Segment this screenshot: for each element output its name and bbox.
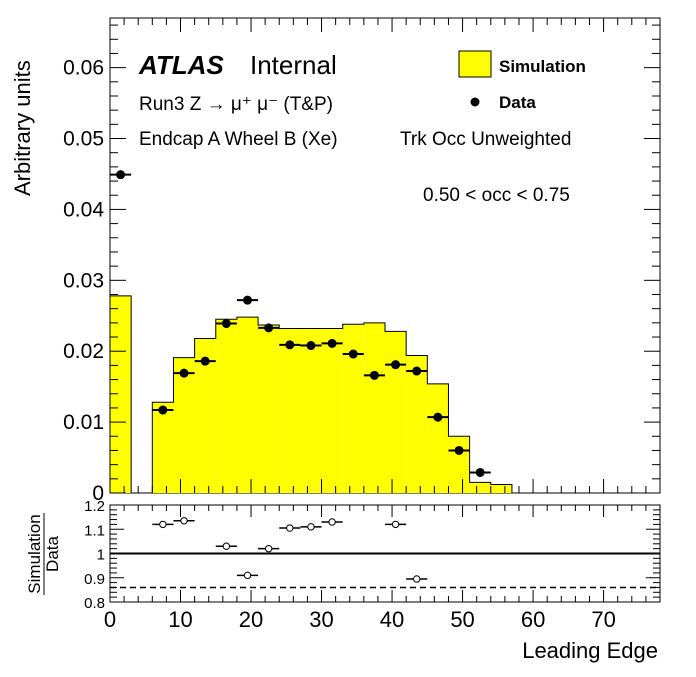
simulation-bin: [300, 328, 322, 493]
data-point: [285, 340, 295, 350]
ratio-y-tick-labels-group: 0.8 0.9 1 1.1 1.2: [84, 498, 105, 612]
ratio-point: [264, 544, 273, 553]
data-point: [327, 338, 337, 348]
info-line-occupancy: 0.50 < occ < 0.75: [423, 185, 570, 206]
data-point: [412, 366, 422, 376]
legend-data-marker: [470, 97, 480, 107]
legend: Simulation Data: [458, 50, 586, 112]
simulation-bin: [110, 295, 132, 493]
simulation-bin: [279, 328, 301, 493]
ratio-point: [391, 520, 400, 529]
x-tick-label: 50: [450, 607, 474, 632]
info-line-weighting: Trk Occ Unweighted: [400, 129, 571, 150]
ratio-points-group: [152, 517, 428, 583]
ratio-point: [307, 523, 315, 531]
data-points-group: [110, 170, 491, 477]
main-y-tick-label: 0.02: [63, 340, 104, 363]
atlas-status-label: Internal: [250, 50, 337, 80]
data-point: [243, 295, 252, 305]
ratio-y-label-denominator: Data: [43, 536, 62, 572]
data-point: [391, 360, 401, 370]
simulation-bin: [490, 484, 512, 493]
ratio-point: [243, 571, 252, 580]
ratio-point: [413, 575, 421, 583]
x-axis-label: Leading Edge: [522, 638, 658, 663]
ratio-axis-ticks-group: [109, 504, 661, 603]
simulation-bin: [342, 324, 364, 493]
ratio-point: [180, 517, 188, 525]
main-y-tick-labels-group: 0 0.01 0.02 0.03 0.04 0.05 0.06: [63, 57, 104, 505]
legend-simulation-label: Simulation: [499, 57, 586, 76]
atlas-label: ATLAS: [138, 50, 224, 80]
x-tick-label: 30: [309, 607, 333, 632]
ratio-point: [286, 524, 294, 532]
x-tick-label: 20: [239, 607, 263, 632]
info-line-region: Endcap A Wheel B (Xe): [139, 129, 338, 150]
data-point: [369, 370, 379, 380]
x-tick-label: 60: [521, 607, 545, 632]
main-y-tick-label: 0.04: [63, 198, 104, 221]
ratio-y-label-numerator: Simulation: [25, 514, 44, 593]
main-y-tick-label: 0.01: [63, 411, 104, 434]
main-y-tick-label: 0: [92, 482, 104, 505]
ratio-point: [222, 542, 231, 550]
legend-simulation-swatch: [458, 50, 492, 78]
x-tick-label: 40: [380, 607, 404, 632]
simulation-bin: [194, 338, 216, 493]
ratio-y-tick-label: 1.2: [84, 498, 105, 515]
x-tick-label: 0: [104, 607, 116, 632]
simulation-bin: [173, 357, 195, 493]
simulation-bin: [363, 322, 385, 493]
x-tick-label: 70: [591, 607, 615, 632]
simulation-bin: [448, 436, 470, 493]
ratio-y-tick-label: 0.8: [84, 595, 105, 612]
simulation-bin: [152, 402, 174, 493]
y-axis-label: Arbitrary units: [10, 60, 35, 196]
simulation-bin: [215, 319, 237, 493]
data-point: [116, 170, 126, 180]
ratio-point: [159, 520, 167, 529]
x-tick-label: 10: [168, 607, 192, 632]
simulation-bin: [406, 355, 428, 493]
simulation-bin: [236, 317, 259, 493]
ratio-y-tick-label: 1.1: [84, 522, 105, 539]
data-point: [221, 319, 231, 329]
data-point: [433, 412, 443, 422]
ratio-y-tick-label: 1: [97, 547, 105, 564]
data-point: [348, 349, 358, 359]
data-point: [264, 323, 274, 333]
simulation-histogram-group: [109, 295, 513, 494]
data-point: [475, 467, 485, 477]
main-axis-ticks-group: [109, 18, 661, 494]
simulation-outline: [109, 295, 513, 494]
ratio-point: [328, 518, 336, 526]
main-y-tick-label: 0.06: [63, 57, 104, 80]
info-line-run: Run3 Z → μ⁺ μ⁻ (T&P): [139, 94, 333, 115]
simulation-bin: [321, 328, 343, 493]
data-point: [454, 445, 464, 455]
simulation-bin: [469, 482, 491, 493]
x-tick-labels-group: 0 10 20 30 40 50 60 70: [104, 607, 616, 632]
legend-data-label: Data: [499, 93, 536, 112]
simulation-bin: [427, 383, 449, 493]
data-point: [306, 341, 316, 351]
main-y-tick-label: 0.03: [63, 269, 104, 292]
data-point: [179, 368, 189, 378]
ratio-y-axis-label: Simulation Data: [25, 513, 62, 595]
simulation-bin: [385, 331, 407, 493]
ratio-y-tick-label: 0.9: [84, 571, 105, 588]
main-y-tick-label: 0.05: [63, 128, 104, 151]
data-point: [158, 405, 168, 415]
simulation-bin: [258, 324, 280, 493]
data-point: [200, 356, 210, 366]
